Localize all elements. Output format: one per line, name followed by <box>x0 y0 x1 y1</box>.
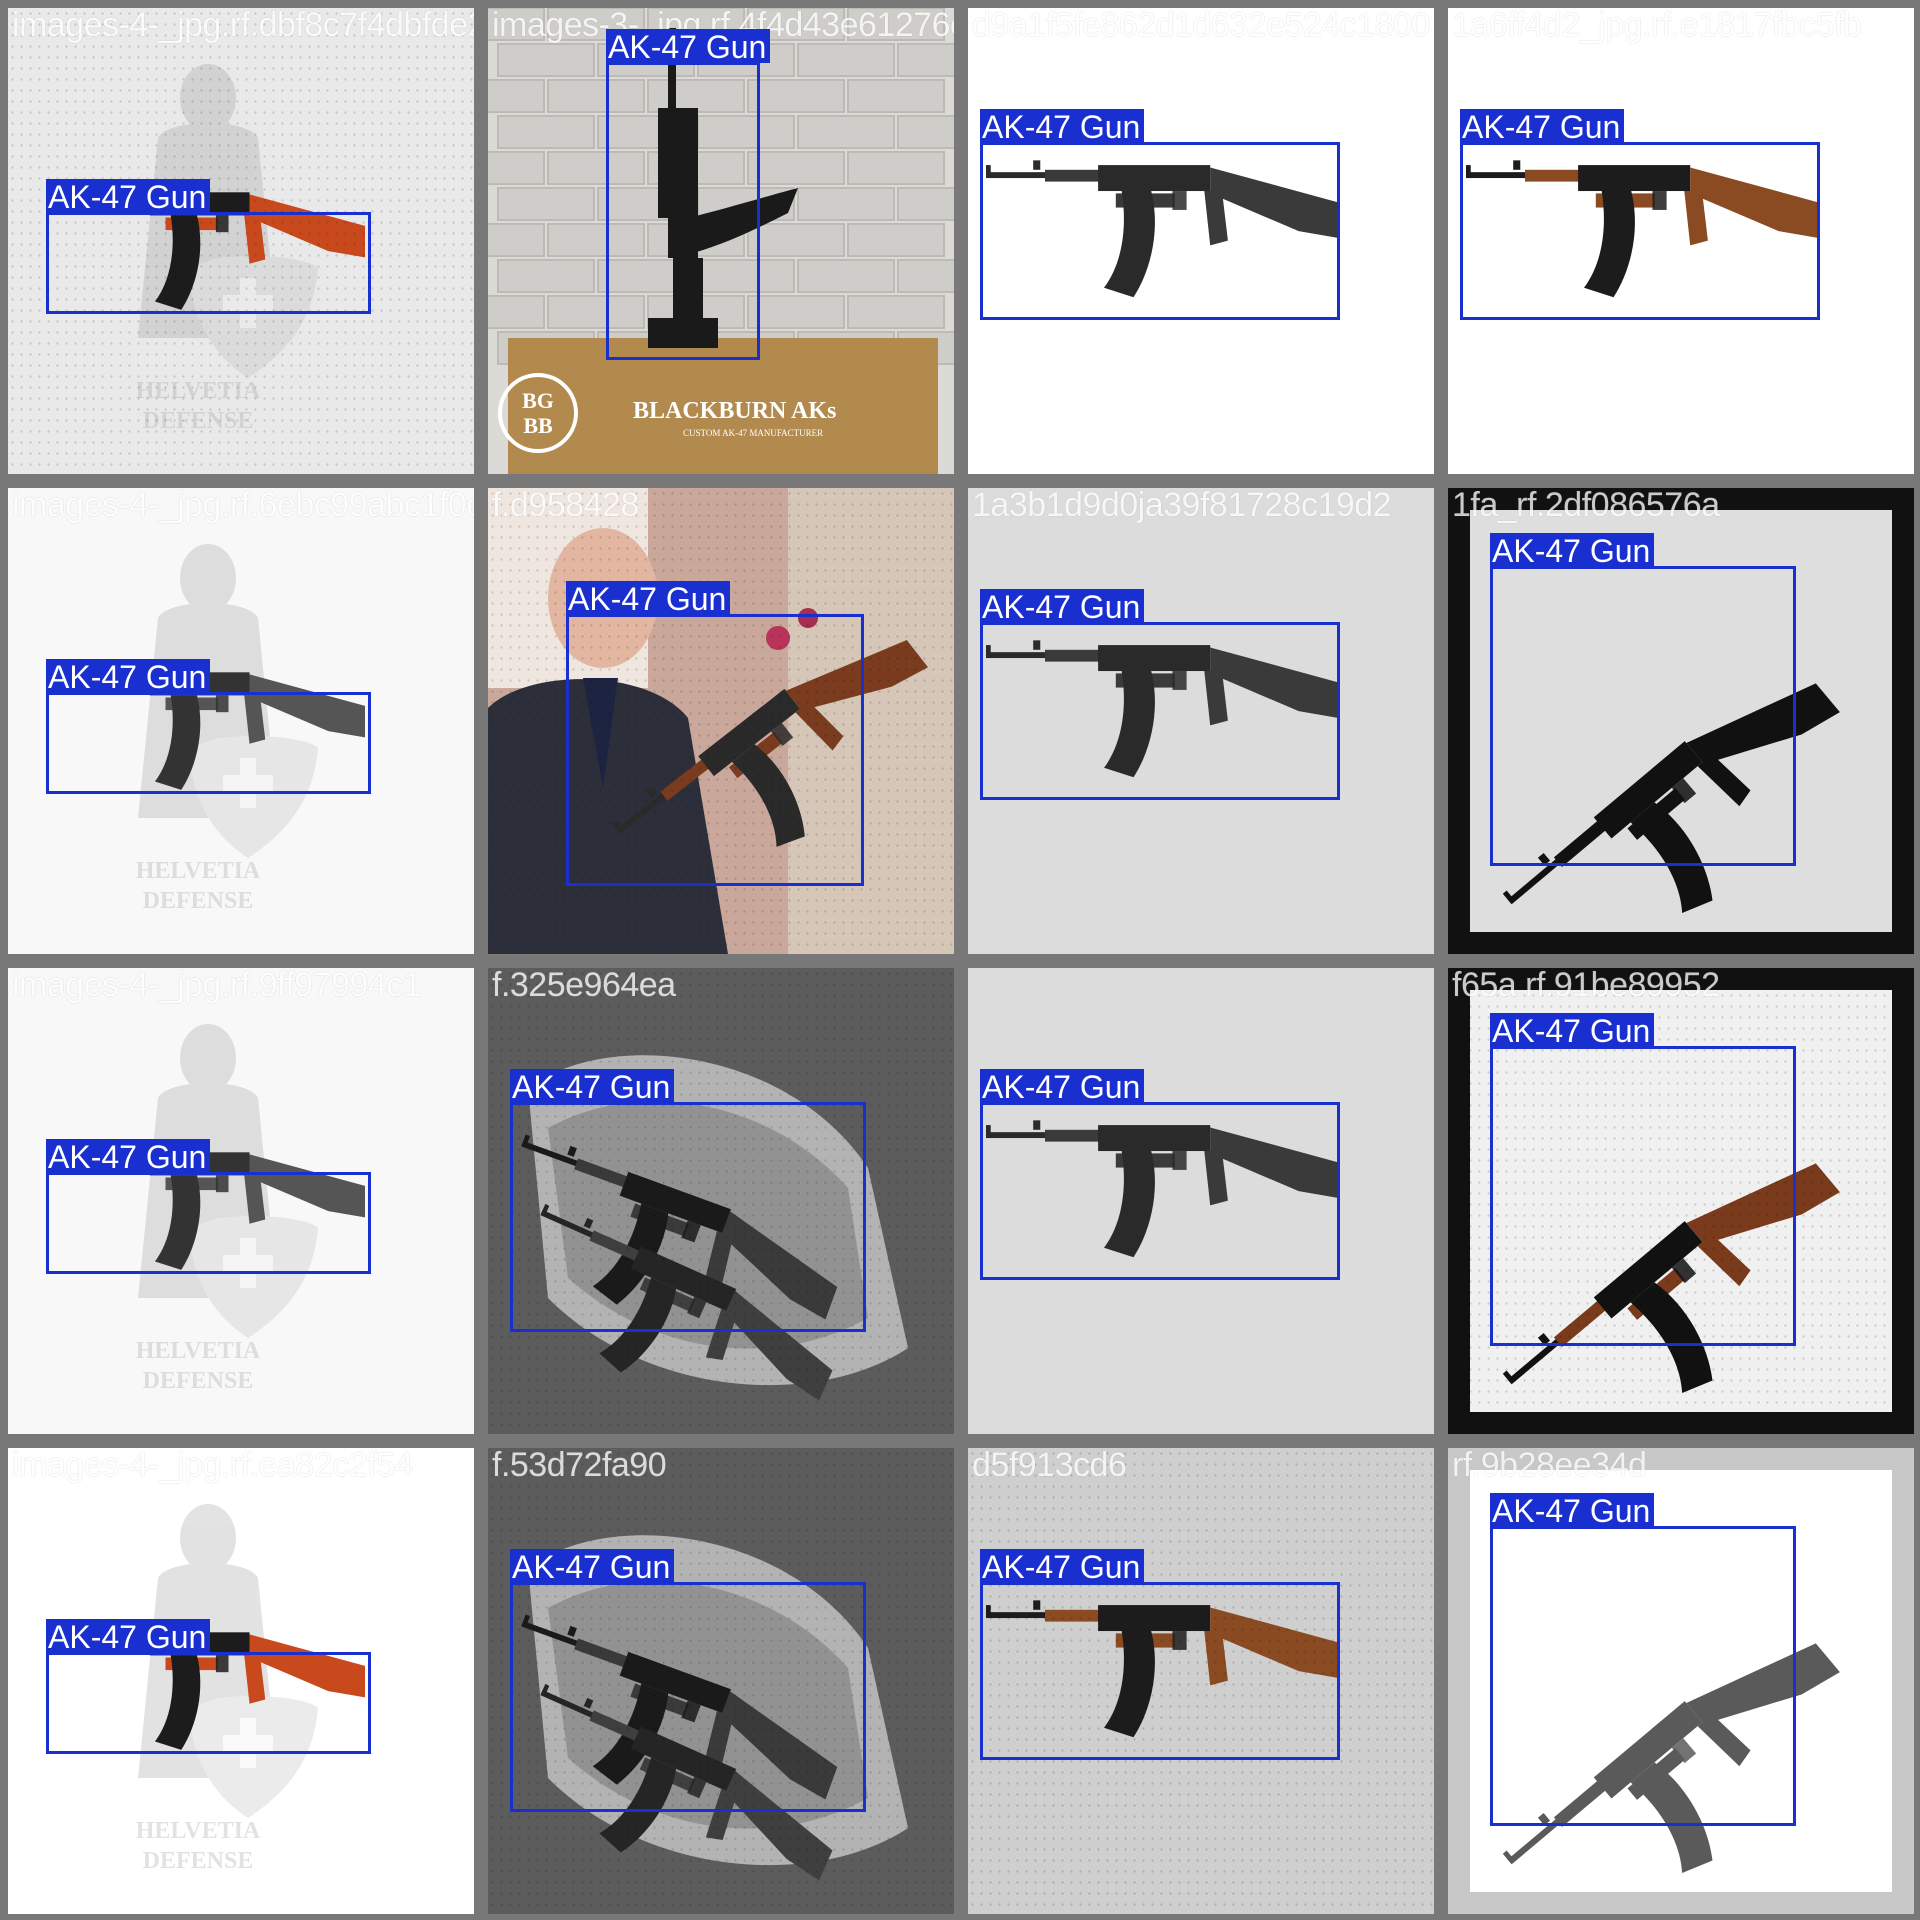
rifle-photo: HELVETIA DEFENSE <box>8 488 474 954</box>
filename-caption: images-4-_jpg.rf.ea82c2f54 <box>12 1448 413 1484</box>
filename-caption: images-4-_jpg.rf.dbf8c7f4dbfde2ea28016d5… <box>12 8 474 44</box>
rifle-photo <box>968 968 1434 1434</box>
class-label: AK-47 Gun <box>566 581 731 617</box>
filename-caption: f.53d72fa90 <box>492 1448 667 1484</box>
class-label: AK-47 Gun <box>1460 109 1625 145</box>
svg-text:HELVETIA: HELVETIA <box>136 1818 261 1844</box>
class-label: AK-47 Gun <box>980 109 1145 145</box>
filename-caption: d9a1f5fe862d1d632e524c1800 <box>972 8 1430 44</box>
bounding-box: AK-47 Gun <box>606 29 771 360</box>
bounding-box: AK-47 Gun <box>980 109 1340 320</box>
filename-caption: 1a3b1d9d0ja39f81728c19d2 <box>972 488 1392 524</box>
svg-text:DEFENSE: DEFENSE <box>143 408 254 434</box>
image-tile: HELVETIA DEFENSE images-4-_jpg.rf.dbf8c7… <box>8 8 474 474</box>
filename-caption: d5f913cd6 <box>972 1448 1127 1484</box>
image-tile: HELVETIA DEFENSE images-4-_jpg.rf.ea82c2… <box>8 1448 474 1914</box>
class-label: AK-47 Gun <box>1490 533 1655 569</box>
image-tile: f.53d72fa90 AK-47 Gun <box>488 1448 954 1914</box>
image-tile: f.d958428 AK-47 Gun <box>488 488 954 954</box>
class-label: AK-47 Gun <box>46 179 211 215</box>
svg-text:HELVETIA: HELVETIA <box>136 1338 261 1364</box>
bounding-box: AK-47 Gun <box>566 581 864 886</box>
svg-text:CUSTOM AK-47 MANUFACTURER: CUSTOM AK-47 MANUFACTURER <box>683 428 823 438</box>
class-label: AK-47 Gun <box>606 29 771 65</box>
class-label: AK-47 Gun <box>46 1619 211 1655</box>
class-label: AK-47 Gun <box>510 1069 675 1105</box>
svg-text:BB: BB <box>523 413 553 438</box>
image-tile: d5f913cd6 AK-47 Gun <box>968 1448 1434 1914</box>
bounding-box: AK-47 Gun <box>1490 1013 1796 1346</box>
filename-caption: f65a rf.91be89952 <box>1452 968 1720 1004</box>
rifle-photo <box>1448 8 1914 474</box>
filename-caption: f.325e964ea <box>492 968 676 1004</box>
image-tile: BG BB BLACKBURN AKs CUSTOM AK-47 MANUFAC… <box>488 8 954 474</box>
svg-text:BLACKBURN AKs: BLACKBURN AKs <box>633 398 836 424</box>
class-label: AK-47 Gun <box>1490 1493 1655 1529</box>
rifle-photo: BG BB BLACKBURN AKs CUSTOM AK-47 MANUFAC… <box>488 8 954 474</box>
bounding-box: AK-47 Gun <box>1490 533 1796 866</box>
class-label: AK-47 Gun <box>980 589 1145 625</box>
svg-text:DEFENSE: DEFENSE <box>143 1368 254 1394</box>
bounding-box: AK-47 Gun <box>46 1619 371 1754</box>
class-label: AK-47 Gun <box>46 659 211 695</box>
svg-text:HELVETIA: HELVETIA <box>136 378 261 404</box>
image-tile: AK-47 Gun <box>968 968 1434 1434</box>
image-tile: HELVETIA DEFENSE images-4-_jpg.rf.6ebc99… <box>8 488 474 954</box>
svg-text:DEFENSE: DEFENSE <box>143 888 254 914</box>
svg-text:BG: BG <box>522 388 554 413</box>
bounding-box: AK-47 Gun <box>510 1069 866 1332</box>
rifle-photo <box>968 8 1434 474</box>
bounding-box: AK-47 Gun <box>980 1549 1340 1760</box>
class-label: AK-47 Gun <box>980 1069 1145 1105</box>
image-tile: d9a1f5fe862d1d632e524c1800 AK-47 Gun <box>968 8 1434 474</box>
bounding-box: AK-47 Gun <box>1460 109 1820 320</box>
image-tile: HELVETIA DEFENSE images-4-_jpg.rf.9ff979… <box>8 968 474 1434</box>
image-tile: 1a3b1d9d0ja39f81728c19d2 AK-47 Gun <box>968 488 1434 954</box>
image-tile: f65a rf.91be89952 AK-47 Gun <box>1448 968 1914 1434</box>
rifle-photo <box>968 1448 1434 1914</box>
filename-caption: rf.9b28ee34d <box>1452 1448 1647 1484</box>
bounding-box: AK-47 Gun <box>46 1139 371 1274</box>
rifle-photo <box>488 1448 954 1914</box>
bounding-box: AK-47 Gun <box>46 179 371 314</box>
svg-text:DEFENSE: DEFENSE <box>143 1848 254 1874</box>
class-label: AK-47 Gun <box>46 1139 211 1175</box>
class-label: AK-47 Gun <box>1490 1013 1655 1049</box>
rifle-photo: HELVETIA DEFENSE <box>8 1448 474 1914</box>
image-tile: f.325e964ea AK-47 Gun <box>488 968 954 1434</box>
class-label: AK-47 Gun <box>980 1549 1145 1585</box>
bounding-box: AK-47 Gun <box>46 659 371 794</box>
bounding-box: AK-47 Gun <box>1490 1493 1796 1826</box>
filename-caption: 1a6ff4d2_jpg.rf.e1817fbc5fb <box>1452 8 1862 44</box>
filename-caption: images-4-_jpg.rf.9ff97994c1 <box>12 968 422 1004</box>
class-label: AK-47 Gun <box>510 1549 675 1585</box>
bounding-box: AK-47 Gun <box>980 589 1340 800</box>
svg-text:HELVETIA: HELVETIA <box>136 858 261 884</box>
image-tile: rf.9b28ee34d AK-47 Gun <box>1448 1448 1914 1914</box>
rifle-photo <box>488 968 954 1434</box>
image-tile: 1a6ff4d2_jpg.rf.e1817fbc5fb AK-47 Gun <box>1448 8 1914 474</box>
image-tile: 1fa_rf.2df086576a AK-47 Gun <box>1448 488 1914 954</box>
filename-caption: images-4-_jpg.rf.6ebc99abc1f0e6a5b2b51 <box>12 488 474 524</box>
rifle-photo: HELVETIA DEFENSE <box>8 8 474 474</box>
rifle-photo <box>968 488 1434 954</box>
filename-caption: f.d958428 <box>492 488 639 524</box>
bounding-box: AK-47 Gun <box>980 1069 1340 1280</box>
bounding-box: AK-47 Gun <box>510 1549 866 1812</box>
filename-caption: 1fa_rf.2df086576a <box>1452 488 1720 524</box>
